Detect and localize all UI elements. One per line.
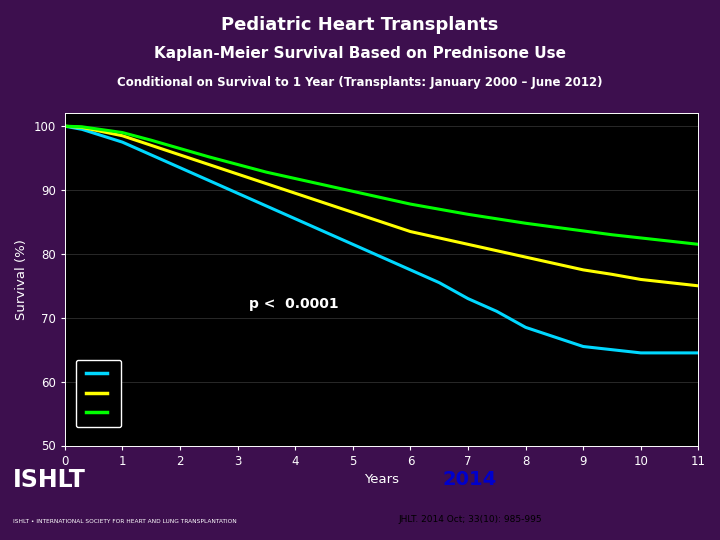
- X-axis label: Years: Years: [364, 473, 399, 486]
- Text: ISHLT • INTERNATIONAL SOCIETY FOR HEART AND LUNG TRANSPLANTATION: ISHLT • INTERNATIONAL SOCIETY FOR HEART …: [13, 519, 236, 524]
- Y-axis label: Survival (%): Survival (%): [15, 239, 28, 320]
- Text: Kaplan-Meier Survival Based on Prednisone Use: Kaplan-Meier Survival Based on Prednison…: [154, 46, 566, 61]
- Text: Conditional on Survival to 1 Year (Transplants: January 2000 – June 2012): Conditional on Survival to 1 Year (Trans…: [117, 76, 603, 89]
- Text: 2014: 2014: [443, 470, 497, 489]
- Legend: , , : , ,: [76, 360, 121, 427]
- Text: JHLT. 2014 Oct; 33(10): 985-995: JHLT. 2014 Oct; 33(10): 985-995: [398, 515, 542, 524]
- Text: Pediatric Heart Transplants: Pediatric Heart Transplants: [221, 16, 499, 34]
- Text: p <  0.0001: p < 0.0001: [249, 297, 338, 311]
- Text: ISHLT: ISHLT: [13, 468, 86, 492]
